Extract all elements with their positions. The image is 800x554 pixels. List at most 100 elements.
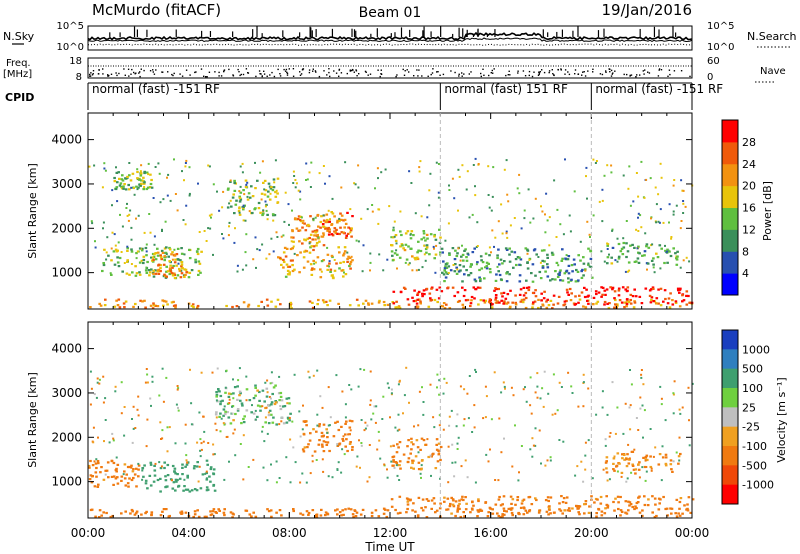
nave-dot — [328, 68, 330, 70]
power-scatter — [568, 214, 571, 217]
vel-scatter — [386, 382, 389, 385]
power-scatter — [314, 261, 317, 264]
power-scatter — [541, 210, 544, 213]
power-cell — [197, 260, 201, 263]
vel-cell — [205, 471, 208, 475]
vel-cell — [577, 511, 580, 514]
vel-cell — [628, 504, 631, 507]
vel-cell — [446, 508, 450, 511]
nave-dot — [260, 73, 262, 75]
vel-cell — [370, 514, 374, 518]
power-cell — [488, 301, 492, 304]
vel-scatter — [438, 393, 441, 396]
power-scatter — [411, 269, 414, 272]
vel-cell — [172, 481, 176, 484]
power-cell — [131, 271, 134, 274]
power-scatter — [317, 236, 320, 239]
power-cell — [525, 286, 529, 289]
vel-cell — [604, 461, 608, 464]
vel-scatter — [280, 420, 283, 423]
x-tick-label: 00:00 — [675, 526, 710, 540]
vel-scatter — [220, 417, 223, 420]
power-cell — [343, 218, 347, 221]
vel-cell — [674, 512, 677, 515]
vel-cell — [307, 443, 310, 446]
vel-cell — [274, 401, 278, 404]
power-scatter — [147, 162, 150, 165]
power-cell — [269, 187, 273, 190]
nave-dot — [491, 69, 493, 72]
power-cell — [416, 307, 419, 310]
nave-dot — [247, 72, 250, 74]
nsky-tick-low: 10^0 — [57, 42, 84, 53]
power-cell — [477, 303, 480, 306]
power-cell — [663, 289, 667, 292]
vel-cell — [612, 462, 615, 465]
vel-scatter — [160, 465, 163, 468]
vel-cell — [424, 506, 427, 509]
power-cell — [144, 306, 147, 309]
vel-scatter — [190, 402, 193, 405]
vel-cell — [636, 501, 640, 504]
power-cell — [122, 187, 125, 190]
vel-cell — [655, 514, 658, 518]
vel-scatter — [95, 458, 98, 461]
nave-dot — [155, 69, 157, 71]
power-cell — [645, 243, 649, 246]
vel-cell — [336, 513, 339, 516]
power-cell — [433, 233, 436, 237]
power-scatter — [625, 220, 628, 222]
power-cell — [617, 289, 621, 292]
vel-cell — [171, 464, 175, 468]
power-scatter — [260, 198, 263, 201]
vel-cell — [183, 485, 186, 488]
power-cell — [574, 295, 577, 298]
vel-scatter — [264, 416, 267, 419]
vel-cell — [464, 496, 467, 499]
power-scatter — [426, 216, 429, 219]
power-cell — [230, 205, 233, 208]
power-scatter — [255, 266, 257, 269]
vel-cell — [488, 506, 492, 509]
vel-scatter — [199, 449, 202, 452]
vel-scatter — [307, 370, 310, 373]
power-cell — [247, 303, 251, 306]
nave-dot — [430, 73, 432, 76]
power-cell — [433, 298, 437, 302]
power-cell — [266, 304, 270, 307]
vel-scatter — [629, 404, 632, 407]
power-cell — [652, 287, 655, 290]
vel-scatter — [149, 397, 152, 400]
vel-scatter — [577, 405, 580, 408]
vel-scatter — [112, 439, 115, 442]
vel-scatter — [261, 405, 264, 408]
power-scatter — [238, 206, 241, 209]
power-scatter — [312, 217, 315, 220]
power-cell — [629, 244, 632, 247]
vel-cell — [215, 411, 218, 414]
power-cell — [518, 256, 521, 259]
power-cell — [447, 265, 451, 268]
power-cell — [343, 246, 347, 249]
vel-scatter — [90, 387, 93, 390]
power-cell — [647, 246, 651, 249]
power-scatter — [672, 184, 675, 187]
power-scatter — [145, 243, 148, 246]
power-cell — [144, 246, 148, 250]
power-scatter — [553, 179, 556, 182]
power-scatter — [682, 259, 685, 262]
power-cell — [440, 247, 444, 250]
power-cell — [674, 252, 677, 255]
power-cell — [128, 273, 131, 276]
power-cell — [174, 258, 177, 261]
power-cell — [331, 212, 335, 215]
power-scatter — [505, 230, 508, 233]
power-cell — [399, 230, 402, 233]
vel-scatter — [638, 476, 641, 479]
vel-cell — [419, 448, 422, 451]
power-cell — [479, 278, 482, 281]
vel-scatter — [520, 445, 523, 447]
power-cell — [435, 288, 439, 291]
vel-cell — [627, 462, 631, 465]
vel-scatter — [158, 394, 161, 397]
